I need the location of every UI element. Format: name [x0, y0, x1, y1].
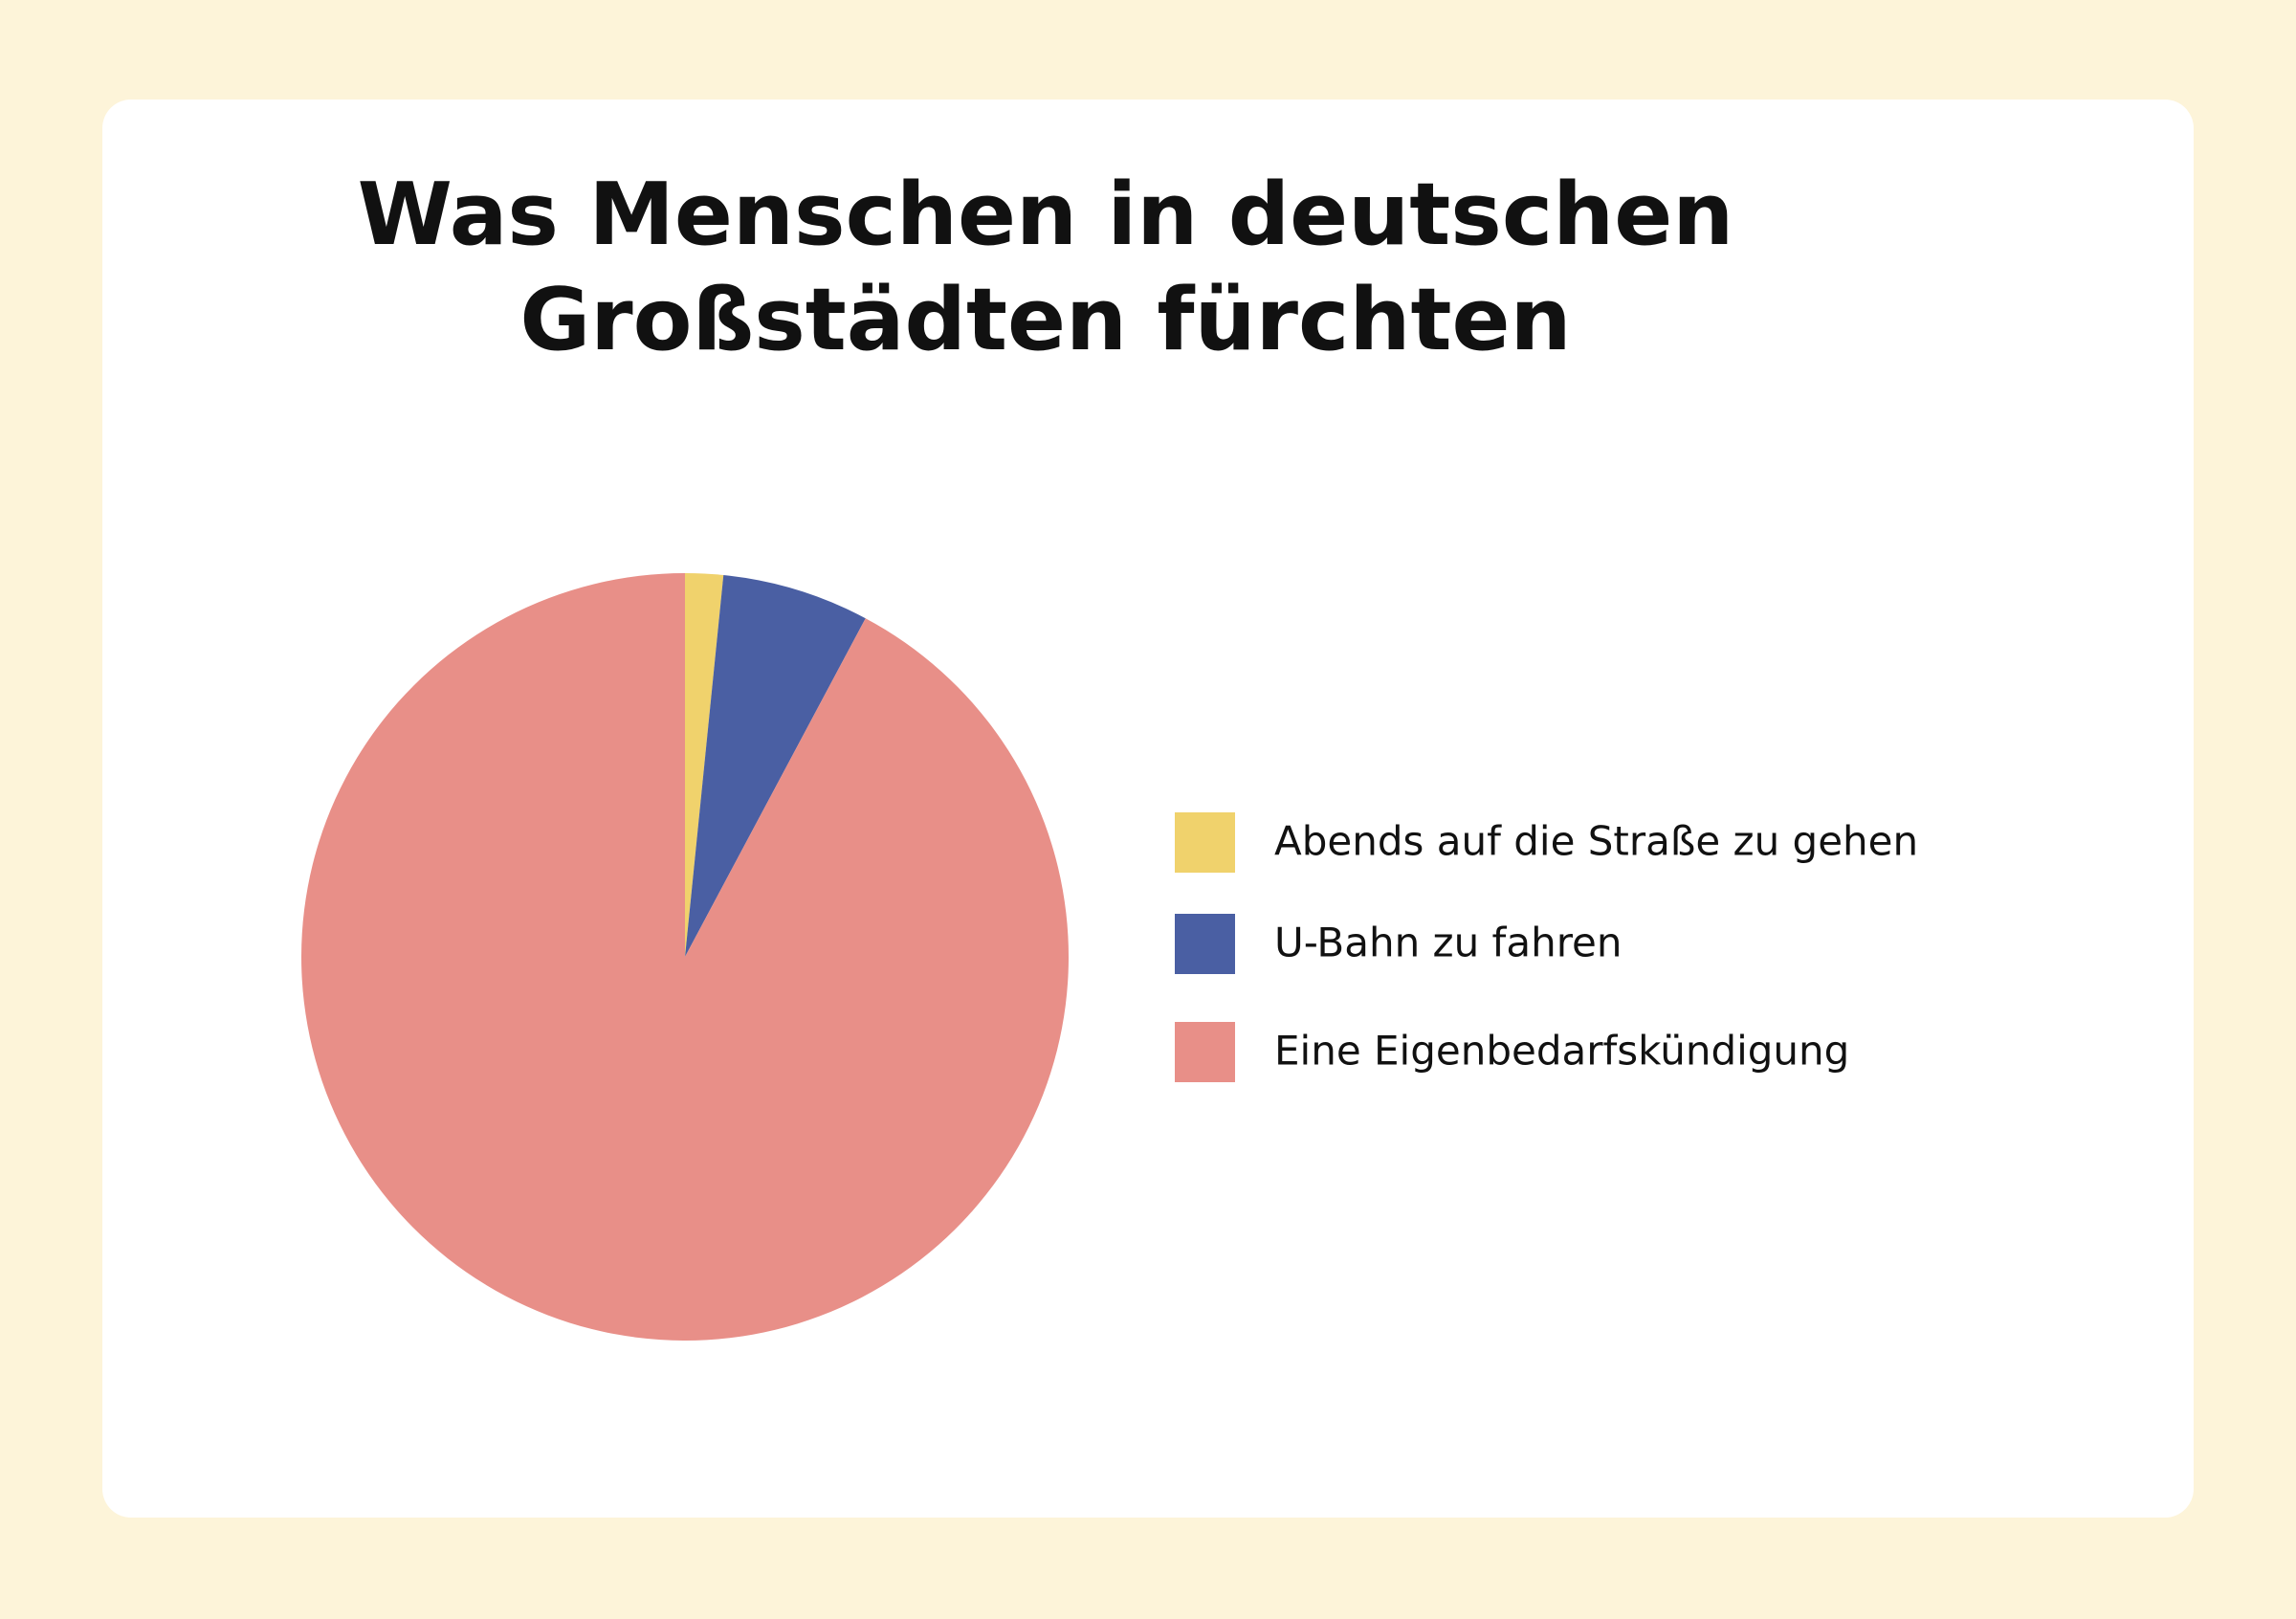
pie-slice	[685, 573, 724, 957]
chart-title: Was Menschen in deutschen Großstädten fü…	[357, 165, 1734, 370]
legend-label: Abends auf die Straße zu gehen	[1274, 818, 1918, 865]
legend-swatch	[1175, 914, 1235, 974]
pie-slice	[685, 575, 866, 957]
legend-swatch	[1175, 1022, 1235, 1082]
legend-label: U-Bahn zu fahren	[1274, 920, 1623, 966]
pie-slice	[300, 573, 1069, 1341]
legend-label: Eine Eigenbedarfskündigung	[1274, 1028, 1849, 1075]
legend-swatch	[1175, 812, 1235, 873]
